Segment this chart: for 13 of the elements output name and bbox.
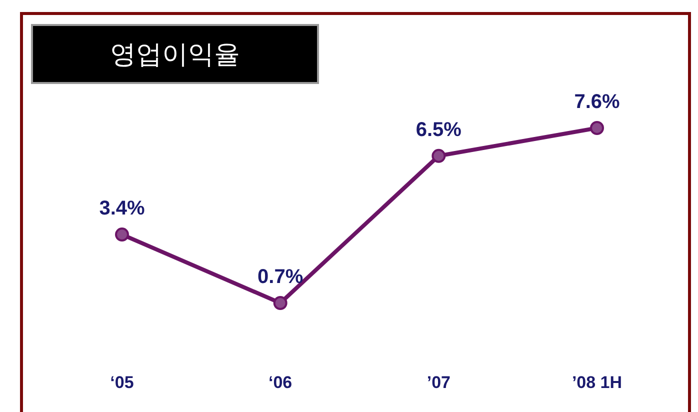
x-tick-label: ‘06 (268, 373, 292, 392)
data-label: 6.5% (416, 118, 462, 141)
chart-title: 영업이익율 (110, 39, 240, 69)
x-tick-label: ’08 1H (572, 373, 622, 392)
x-tick-label: ’07 (426, 373, 450, 392)
data-label: 0.7% (258, 266, 304, 288)
data-label: 7.6% (574, 91, 620, 113)
data-label: 3.4% (99, 198, 146, 220)
point (432, 148, 446, 163)
x-tick-label: ‘05 (110, 373, 134, 392)
point (115, 228, 129, 242)
point (273, 296, 288, 310)
point (590, 121, 604, 135)
